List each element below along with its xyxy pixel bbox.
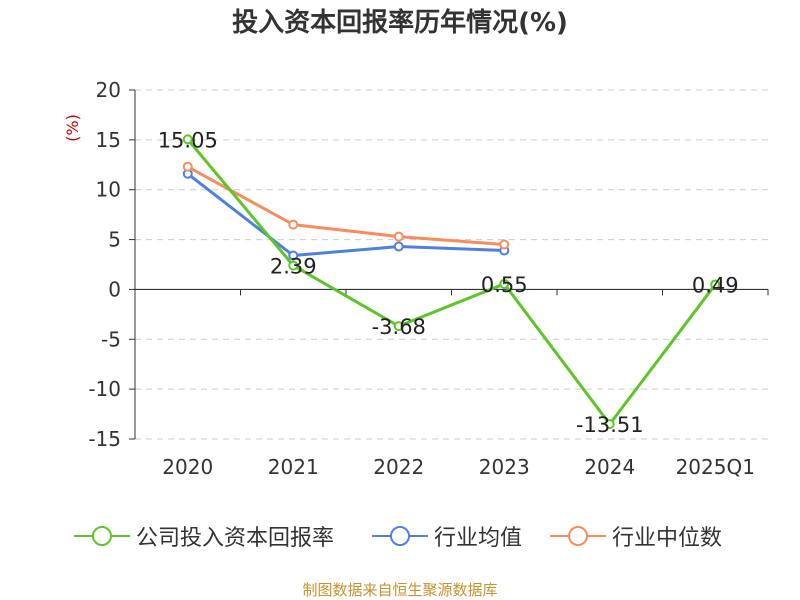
x-tick-label: 2025Q1 (676, 455, 755, 479)
y-tick-label: -5 (101, 327, 121, 351)
data-point[interactable] (393, 321, 404, 332)
legend-item-1[interactable]: 行业均值 (370, 518, 522, 554)
x-tick-label: 2022 (373, 455, 424, 479)
legend: 公司投入资本回报率 行业均值 行业中位数 (0, 518, 800, 558)
grid-lines (135, 89, 768, 440)
data-point[interactable] (393, 231, 404, 242)
legend-item-2[interactable]: 行业中位数 (548, 518, 722, 554)
x-tick-label: 2024 (584, 455, 635, 479)
data-point[interactable] (288, 250, 299, 261)
data-point[interactable] (499, 239, 510, 250)
data-label: 15.05 (158, 128, 218, 152)
data-point[interactable] (288, 219, 299, 230)
data-label: 0.55 (481, 273, 528, 297)
series-line-0 (186, 138, 717, 426)
legend-marker-icon (74, 526, 130, 546)
data-point[interactable] (393, 241, 404, 252)
legend-item-0[interactable]: 公司投入资本回报率 (72, 518, 334, 554)
y-tick-label: 0 (108, 277, 121, 301)
source-note: 制图数据来自恒生聚源数据库 (302, 581, 498, 599)
data-label: -13.51 (576, 413, 644, 437)
y-axis-label: (%) (63, 114, 82, 142)
data-label: -3.68 (372, 315, 426, 339)
y-tick-label: -15 (88, 427, 121, 451)
data-point[interactable] (710, 279, 721, 290)
series-lines (182, 134, 721, 430)
legend-label: 公司投入资本回报率 (136, 526, 335, 551)
legend-label: 行业均值 (434, 526, 523, 551)
data-label: 2.39 (270, 255, 317, 279)
series-line-2 (187, 165, 505, 247)
y-tick-label: 5 (108, 228, 121, 252)
data-label: 0.49 (692, 274, 739, 298)
y-tick-label: 15 (96, 128, 121, 152)
x-tick-label: 2023 (479, 455, 530, 479)
data-point[interactable] (288, 260, 299, 271)
data-point[interactable] (182, 161, 193, 172)
y-tick-label: 20 (96, 78, 121, 102)
series-line-1 (186, 172, 505, 258)
axes: 20 15 10 5 0 -5 -10 -15 2020 2021 2022 2023 2024 2025… (63, 78, 769, 479)
data-point[interactable] (499, 278, 510, 289)
chart-title: 投入资本回报率历年情况(%) (232, 8, 568, 38)
legend-marker-icon (550, 526, 606, 546)
legend-marker-icon (372, 526, 428, 546)
data-point[interactable] (182, 134, 193, 145)
x-tick-label: 2020 (162, 455, 213, 479)
y-tick-label: 10 (96, 178, 121, 202)
legend-label: 行业中位数 (612, 526, 723, 551)
data-point[interactable] (604, 419, 615, 430)
data-labels: 15.05 2.39 -3.68 0.55 -13.51 0.49 (158, 128, 739, 437)
y-tick-label: -10 (88, 377, 121, 401)
x-tick-label: 2021 (268, 455, 319, 479)
